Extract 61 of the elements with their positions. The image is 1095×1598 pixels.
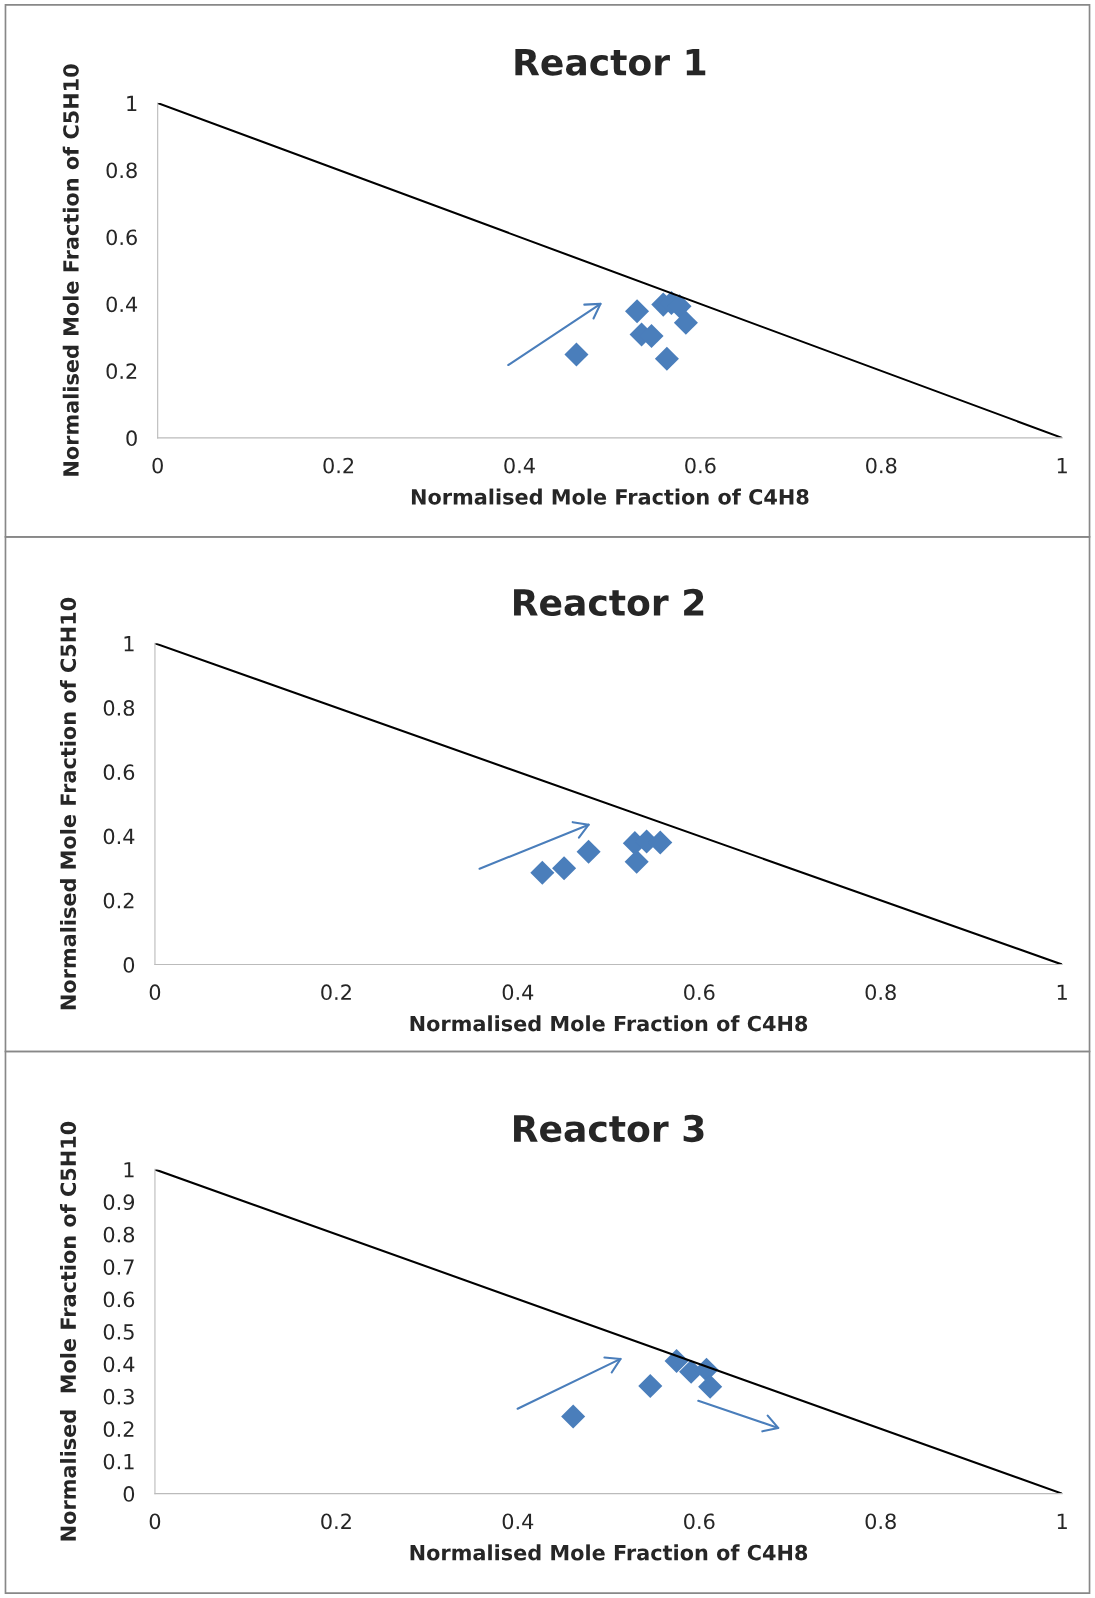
x-tick-label: 0.6 [684,1513,715,1530]
x-tick-label: 0.8 [866,457,897,474]
point [625,299,650,324]
point [576,839,601,864]
y-tick-label: 0.2 [106,363,137,380]
y-tick-label: 0.3 [103,1388,134,1405]
x-tick-label: 0.8 [865,1513,896,1530]
x-tick-label: 0.2 [321,1513,351,1530]
x-tick-label: 0 [152,457,163,474]
x-tick-label: 1 [1057,984,1067,1000]
y-tick-label: 0 [126,430,137,447]
x-tick-label: 0.2 [323,457,354,474]
y-tick-label: 1 [127,95,137,111]
chart-title: Reactor 2 [514,588,704,617]
y-tick-label: 0.8 [106,162,137,179]
x-tick-label: 1 [1057,1513,1067,1529]
x-axis-title: Normalised Mole Fraction of C4H8 [410,1015,808,1032]
point [624,849,649,874]
y-tick-label: 0.6 [106,229,137,246]
x-tick-label: 0.6 [684,984,715,1001]
y-tick-label: 1 [124,636,134,652]
point [530,860,555,885]
y-tick-label: 0.7 [103,1259,134,1275]
point [552,856,577,881]
point [561,1404,586,1429]
y-tick-label: 0.1 [103,1453,134,1470]
y-tick-label: 0 [123,1486,135,1502]
y-tick-label: 0.6 [103,1291,135,1308]
chart-title: Reactor 1 [515,48,706,76]
x-tick-label: 0.2 [321,984,351,1001]
y-axis-title: Normalised Mole Fraction of C5H10 [62,64,79,476]
x-axis-title: Normalised Mole Fraction of C4H8 [411,488,809,505]
y-axis-title: Normalised Mole Fraction of C5H10 [59,1121,77,1541]
y-tick-label: 0.9 [103,1194,135,1211]
point [673,310,698,335]
x-tick-label: 1 [1057,457,1067,474]
y-tick-label: 0.2 [103,892,134,909]
chart-title: Reactor 3 [514,1114,704,1143]
y-tick-label: 0.4 [103,1356,135,1373]
point [698,1374,723,1399]
y-tick-label: 0.6 [103,764,135,781]
point [654,346,679,371]
point [564,342,589,367]
y-tick-label: 0 [123,957,135,973]
y-tick-label: 1 [124,1162,134,1178]
y-tick-label: 0.5 [103,1323,134,1340]
y-tick-label: 0.8 [103,700,135,716]
x-tick-label: 0.4 [502,984,534,1001]
x-tick-label: 0.6 [685,457,716,474]
y-tick-label: 0.4 [103,828,135,845]
x-tick-label: 0.4 [502,1513,534,1530]
x-tick-label: 0 [149,984,161,1001]
x-tick-label: 0 [149,1513,161,1530]
y-tick-label: 0.8 [103,1226,135,1243]
y-tick-label: 0.4 [106,296,138,313]
x-tick-label: 0.8 [865,984,896,1001]
y-axis-title: Normalised Mole Fraction of C5H10 [59,597,77,1010]
point [638,1373,663,1399]
y-tick-label: 0.2 [103,1421,134,1438]
x-axis-title: Normalised Mole Fraction of C4H8 [410,1544,808,1561]
x-tick-label: 0.4 [504,457,535,474]
